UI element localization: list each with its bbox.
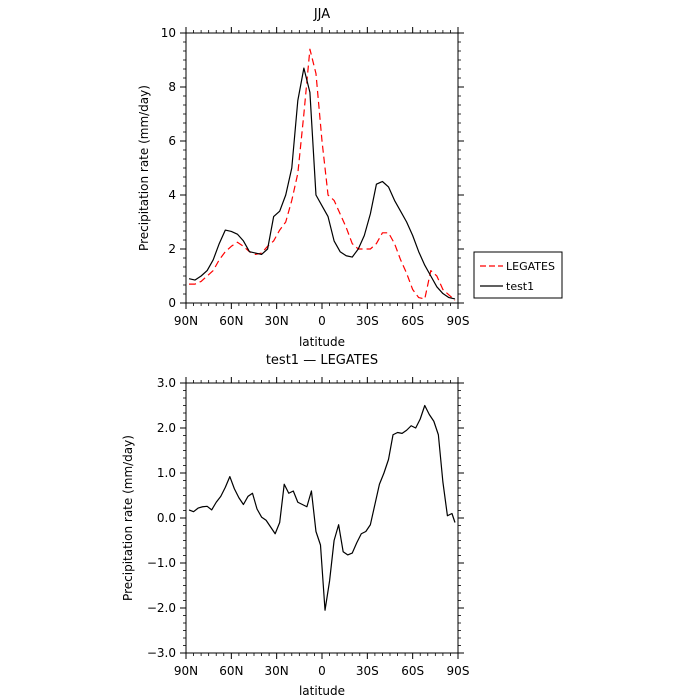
y-tick-label: 2 <box>168 242 176 256</box>
x-tick-label: 30S <box>356 664 379 678</box>
y-tick-label: 2.0 <box>157 421 176 435</box>
x-tick-label: 30N <box>265 664 289 678</box>
x-tick-label: 60S <box>401 664 424 678</box>
x-tick-label: 90S <box>447 314 470 328</box>
axis-ticks <box>180 27 464 309</box>
y-tick-label: 3.0 <box>157 376 176 390</box>
series-line-legates <box>189 48 456 301</box>
x-tick-label: 60N <box>219 314 243 328</box>
tick-labels: 90N 60N 30N 0 30S 60S 90S 0 2 4 6 8 10 <box>161 26 470 328</box>
series-lines <box>188 404 456 611</box>
y-axis-label: Precipitation rate (mm/day) <box>137 85 151 251</box>
x-tick-label: 90N <box>174 664 198 678</box>
legend: LEGATES test1 <box>473 251 563 299</box>
chart-title: test1 — LEGATES <box>266 353 378 368</box>
x-tick-label: 60N <box>219 664 243 678</box>
plot-frame <box>185 32 459 304</box>
y-axis-label: Precipitation rate (mm/day) <box>121 435 135 601</box>
axis-ticks <box>180 377 464 659</box>
panel-difference: test1 — LEGATES Precipitation rate (mm/d… <box>121 353 469 698</box>
legend-box <box>473 251 563 299</box>
plot-frame <box>185 382 459 654</box>
y-tick-label: 6 <box>168 134 176 148</box>
legend-label-legates: LEGATES <box>506 260 555 273</box>
x-tick-label: 60S <box>401 314 424 328</box>
x-tick-label: 90S <box>447 664 470 678</box>
y-tick-label: 0.0 <box>157 511 176 525</box>
x-tick-label: 90N <box>174 314 198 328</box>
x-axis-label: latitude <box>299 684 345 698</box>
tick-labels: 90N 60N 30N 0 30S 60S 90S −3.0 −2.0 −1.0 0.0 1.0 2.0… <box>147 376 470 678</box>
y-tick-label: −1.0 <box>147 556 176 570</box>
y-tick-label: 8 <box>168 80 176 94</box>
legend-label-test1: test1 <box>506 280 534 293</box>
x-tick-label: 0 <box>318 314 326 328</box>
y-tick-label: −2.0 <box>147 601 176 615</box>
series-line-test1 <box>188 67 456 300</box>
x-tick-label: 30N <box>265 314 289 328</box>
x-tick-label: 30S <box>356 314 379 328</box>
x-tick-label: 0 <box>318 664 326 678</box>
y-tick-label: 1.0 <box>157 466 176 480</box>
panel-zonal-mean: JJA Precipitation rate (mm/day) latitude… <box>137 7 563 349</box>
series-lines <box>188 48 456 301</box>
y-tick-label: 10 <box>161 26 176 40</box>
y-tick-label: 0 <box>168 296 176 310</box>
y-tick-label: −3.0 <box>147 646 176 660</box>
chart-title: JJA <box>313 7 330 22</box>
x-axis-label: latitude <box>299 335 345 349</box>
series-line-difference <box>188 404 456 611</box>
y-tick-label: 4 <box>168 188 176 202</box>
